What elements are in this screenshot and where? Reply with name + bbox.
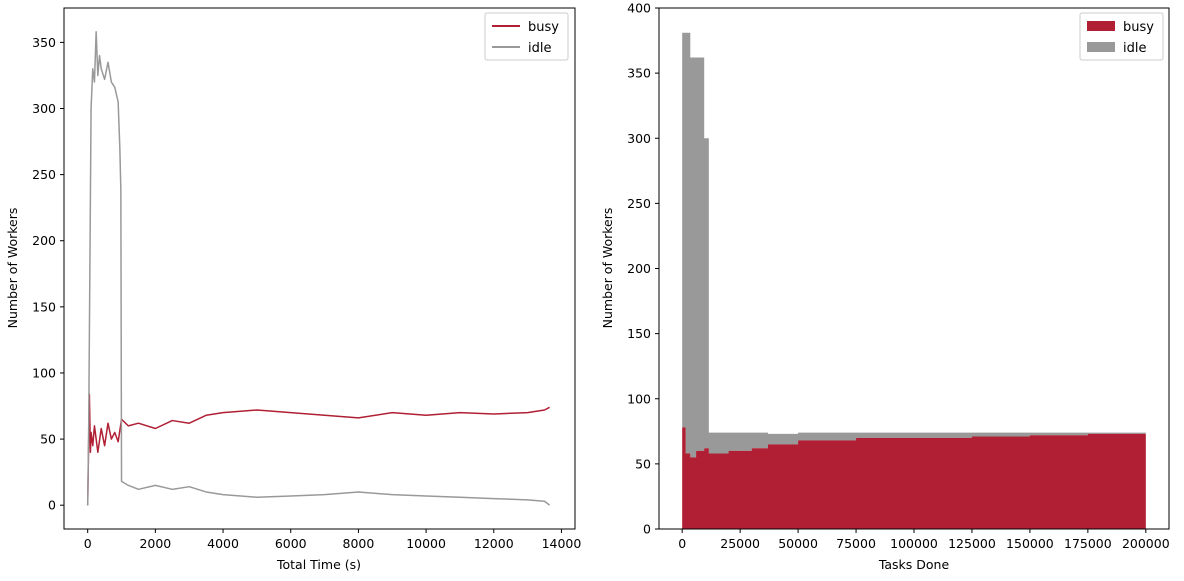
x-axis-label: Tasks Done bbox=[878, 557, 950, 572]
plot-frame bbox=[63, 7, 576, 530]
series-layer bbox=[86, 31, 551, 506]
y-tick-label: 300 bbox=[627, 131, 651, 146]
x-tick-label: 14000 bbox=[542, 536, 582, 551]
x-tick-label: 8000 bbox=[343, 536, 375, 551]
y-tick-label: 150 bbox=[627, 326, 651, 341]
y-tick-label: 200 bbox=[627, 261, 651, 276]
series-line-busy bbox=[86, 393, 550, 506]
x-tick-label: 6000 bbox=[275, 536, 307, 551]
x-axis-label: Total Time (s) bbox=[276, 557, 361, 572]
x-tick-label: 0 bbox=[678, 536, 686, 551]
y-tick-label: 0 bbox=[643, 522, 651, 537]
series-layer bbox=[682, 32, 1146, 529]
y-axis-label: Number of Workers bbox=[5, 208, 20, 329]
legend-label-idle: idle bbox=[1123, 41, 1146, 56]
y-axis-label: Number of Workers bbox=[600, 208, 615, 329]
legend-label-idle: idle bbox=[528, 41, 551, 56]
x-tick-label: 25000 bbox=[720, 536, 760, 551]
series-line-idle bbox=[86, 31, 551, 506]
x-axis-ticks: 0 25000 50000 75000 100000 125000 150000 175000… bbox=[678, 529, 1170, 551]
legend-swatch-idle bbox=[1087, 42, 1115, 52]
series-area-busy bbox=[682, 427, 1146, 529]
y-tick-label: 150 bbox=[32, 299, 56, 314]
y-tick-label: 200 bbox=[32, 233, 56, 248]
legend-swatch-busy bbox=[1087, 21, 1115, 31]
y-tick-label: 0 bbox=[48, 498, 56, 513]
y-axis-ticks: 0 50 100 150 200 250 300 350 bbox=[32, 35, 64, 513]
x-tick-label: 2000 bbox=[139, 536, 171, 551]
y-tick-label: 100 bbox=[627, 391, 651, 406]
x-tick-label: 12000 bbox=[474, 536, 514, 551]
x-tick-label: 175000 bbox=[1064, 536, 1112, 551]
y-tick-label: 100 bbox=[32, 365, 56, 380]
y-axis-ticks: 0 50 100 150 200 250 300 350 400 bbox=[627, 1, 659, 537]
x-tick-label: 100000 bbox=[890, 536, 938, 551]
y-tick-label: 250 bbox=[32, 167, 56, 182]
x-tick-label: 125000 bbox=[948, 536, 996, 551]
plot-area bbox=[64, 8, 575, 529]
x-tick-label: 4000 bbox=[207, 536, 239, 551]
legend-label-busy: busy bbox=[528, 20, 559, 35]
y-tick-label: 400 bbox=[627, 1, 651, 16]
chart-workers-vs-tasks: 0 25000 50000 75000 100000 125000 150000 175000… bbox=[600, 1, 1170, 573]
x-tick-label: 75000 bbox=[836, 536, 876, 551]
chart-workers-vs-time: 0 2000 4000 6000 8000 10000 12000 14000 0 50 100 1… bbox=[5, 7, 582, 572]
legend-label-busy: busy bbox=[1123, 20, 1154, 35]
y-tick-label: 350 bbox=[32, 35, 56, 50]
x-tick-label: 10000 bbox=[406, 536, 446, 551]
legend-box bbox=[484, 12, 569, 61]
y-tick-label: 350 bbox=[627, 66, 651, 81]
x-tick-label: 200000 bbox=[1122, 536, 1170, 551]
x-axis-ticks: 0 2000 4000 6000 8000 10000 12000 14000 bbox=[84, 529, 582, 551]
x-tick-label: 150000 bbox=[1006, 536, 1054, 551]
legend: busy idle bbox=[1079, 12, 1164, 61]
legend: busy idle bbox=[484, 12, 569, 61]
y-tick-label: 300 bbox=[32, 101, 56, 116]
y-tick-label: 250 bbox=[627, 196, 651, 211]
y-tick-label: 50 bbox=[635, 456, 651, 471]
x-tick-label: 50000 bbox=[778, 536, 818, 551]
x-tick-label: 0 bbox=[84, 536, 92, 551]
y-tick-label: 50 bbox=[40, 432, 56, 447]
